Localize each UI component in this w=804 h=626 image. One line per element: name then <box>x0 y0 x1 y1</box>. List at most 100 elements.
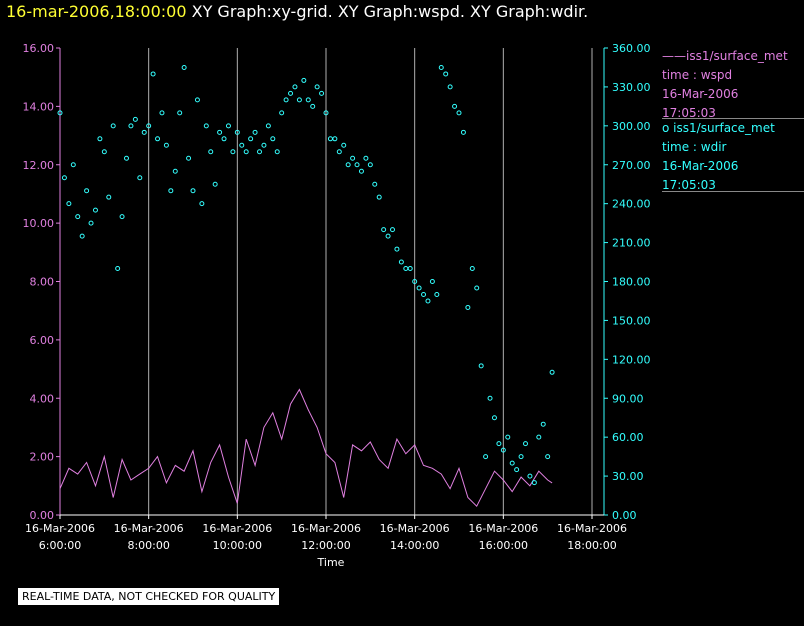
wdir-point <box>536 434 542 440</box>
legend-circle-symbol: o <box>662 121 670 135</box>
wdir-point <box>248 136 254 142</box>
wdir-point <box>429 279 435 284</box>
wdir-point <box>372 181 378 187</box>
wdir-point <box>172 168 178 174</box>
wdir-point <box>261 142 267 148</box>
right-tick-label: 30.00 <box>612 470 644 483</box>
wdir-point <box>500 447 506 453</box>
left-tick-label: 2.00 <box>30 451 55 464</box>
right-tick-label: 210.00 <box>612 237 651 250</box>
wdir-point <box>221 136 227 142</box>
wdir-point <box>390 227 395 233</box>
legend-wspd: ——iss1/surface_met time : wspd 16-Mar-20… <box>662 47 788 123</box>
wdir-point <box>155 136 161 142</box>
wdir-point <box>190 188 196 194</box>
wdir-point <box>283 97 289 103</box>
wdir-point <box>243 149 249 155</box>
wdir-point <box>181 64 187 70</box>
wdir-point <box>84 188 90 194</box>
wdir-point <box>381 227 387 233</box>
legend-time: 17:05:03 <box>662 106 716 120</box>
x-tick-date: 16-Mar-2006 <box>557 522 627 535</box>
wdir-point <box>97 136 103 142</box>
wdir-point <box>288 90 294 96</box>
legend-divider <box>662 118 804 119</box>
wdir-point <box>425 298 431 304</box>
quality-note: REAL-TIME DATA, NOT CHECKED FOR QUALITY <box>18 588 280 605</box>
legend-source: iss1/surface_met <box>686 49 788 63</box>
wdir-point <box>363 155 369 161</box>
wdir-point <box>239 142 245 148</box>
legend-field: time : wdir <box>662 140 727 154</box>
left-tick-label: 10.00 <box>23 217 55 230</box>
wdir-point <box>124 155 129 161</box>
right-tick-label: 360.00 <box>612 42 651 55</box>
wdir-point <box>478 363 484 369</box>
wdir-point <box>341 142 347 148</box>
wdir-point <box>336 149 342 155</box>
wdir-point <box>514 467 520 473</box>
wdir-point <box>61 175 67 181</box>
page-header: 16-mar-2006,18:00:00 XY Graph:xy-grid. X… <box>6 2 588 21</box>
wdir-point <box>385 233 391 239</box>
wdir-point <box>101 149 107 155</box>
wdir-point <box>270 136 276 142</box>
wdir-point <box>319 90 325 96</box>
wdir-point <box>208 149 214 155</box>
wdir-point <box>460 129 466 135</box>
wdir-point <box>545 454 551 460</box>
wdir-point <box>110 123 116 129</box>
left-tick-label: 6.00 <box>30 334 55 347</box>
wdir-point <box>194 97 200 103</box>
wdir-point <box>527 473 533 479</box>
wdir-point <box>57 110 63 116</box>
x-tick-date: 16-Mar-2006 <box>380 522 450 535</box>
wdir-point <box>79 233 85 239</box>
wdir-point <box>465 304 471 310</box>
wdir-point <box>150 71 156 77</box>
wdir-point <box>421 291 427 297</box>
wdir-point <box>265 123 271 129</box>
wdir-point <box>168 188 174 194</box>
wdir-point <box>452 103 458 109</box>
legend-line-symbol: —— <box>662 49 686 63</box>
wdir-point <box>323 110 329 116</box>
wdir-point <box>345 162 351 168</box>
left-tick-label: 4.00 <box>30 392 55 405</box>
wdir-point <box>350 155 356 161</box>
wdir-point <box>394 246 400 252</box>
x-tick-time: 8:00:00 <box>127 539 169 552</box>
wdir-point <box>540 421 546 427</box>
wdir-point <box>518 454 524 460</box>
right-tick-label: 300.00 <box>612 120 651 133</box>
wdir-point <box>163 142 169 148</box>
wdir-point <box>509 460 515 466</box>
wdir-point <box>296 97 302 103</box>
wdir-point <box>75 214 81 220</box>
wdir-point <box>88 220 94 226</box>
x-tick-time: 16:00:00 <box>479 539 528 552</box>
wdir-point <box>523 441 528 447</box>
wdir-point <box>358 168 364 174</box>
wdir-point <box>407 266 413 272</box>
timestamp: 16-mar-2006,18:00:00 <box>6 2 187 21</box>
wdir-point <box>141 129 147 135</box>
legend-date: 16-Mar-2006 <box>662 159 739 173</box>
right-tick-label: 90.00 <box>612 392 644 405</box>
wdir-point <box>483 454 489 460</box>
wdir-point <box>177 110 183 116</box>
wdir-point <box>549 369 555 375</box>
wdir-point <box>212 181 218 187</box>
wdir-point <box>186 155 192 161</box>
legend-time: 17:05:03 <box>662 178 716 192</box>
wdir-point <box>412 279 418 284</box>
wdir-point <box>66 201 72 207</box>
wdir-point <box>443 71 449 77</box>
wdir-point <box>505 434 511 440</box>
x-tick-time: 10:00:00 <box>213 539 262 552</box>
x-tick-date: 16-Mar-2006 <box>25 522 95 535</box>
x-tick-date: 16-Mar-2006 <box>468 522 538 535</box>
wdir-point <box>438 64 444 70</box>
wdir-point <box>332 136 338 142</box>
wdir-point <box>376 194 382 200</box>
